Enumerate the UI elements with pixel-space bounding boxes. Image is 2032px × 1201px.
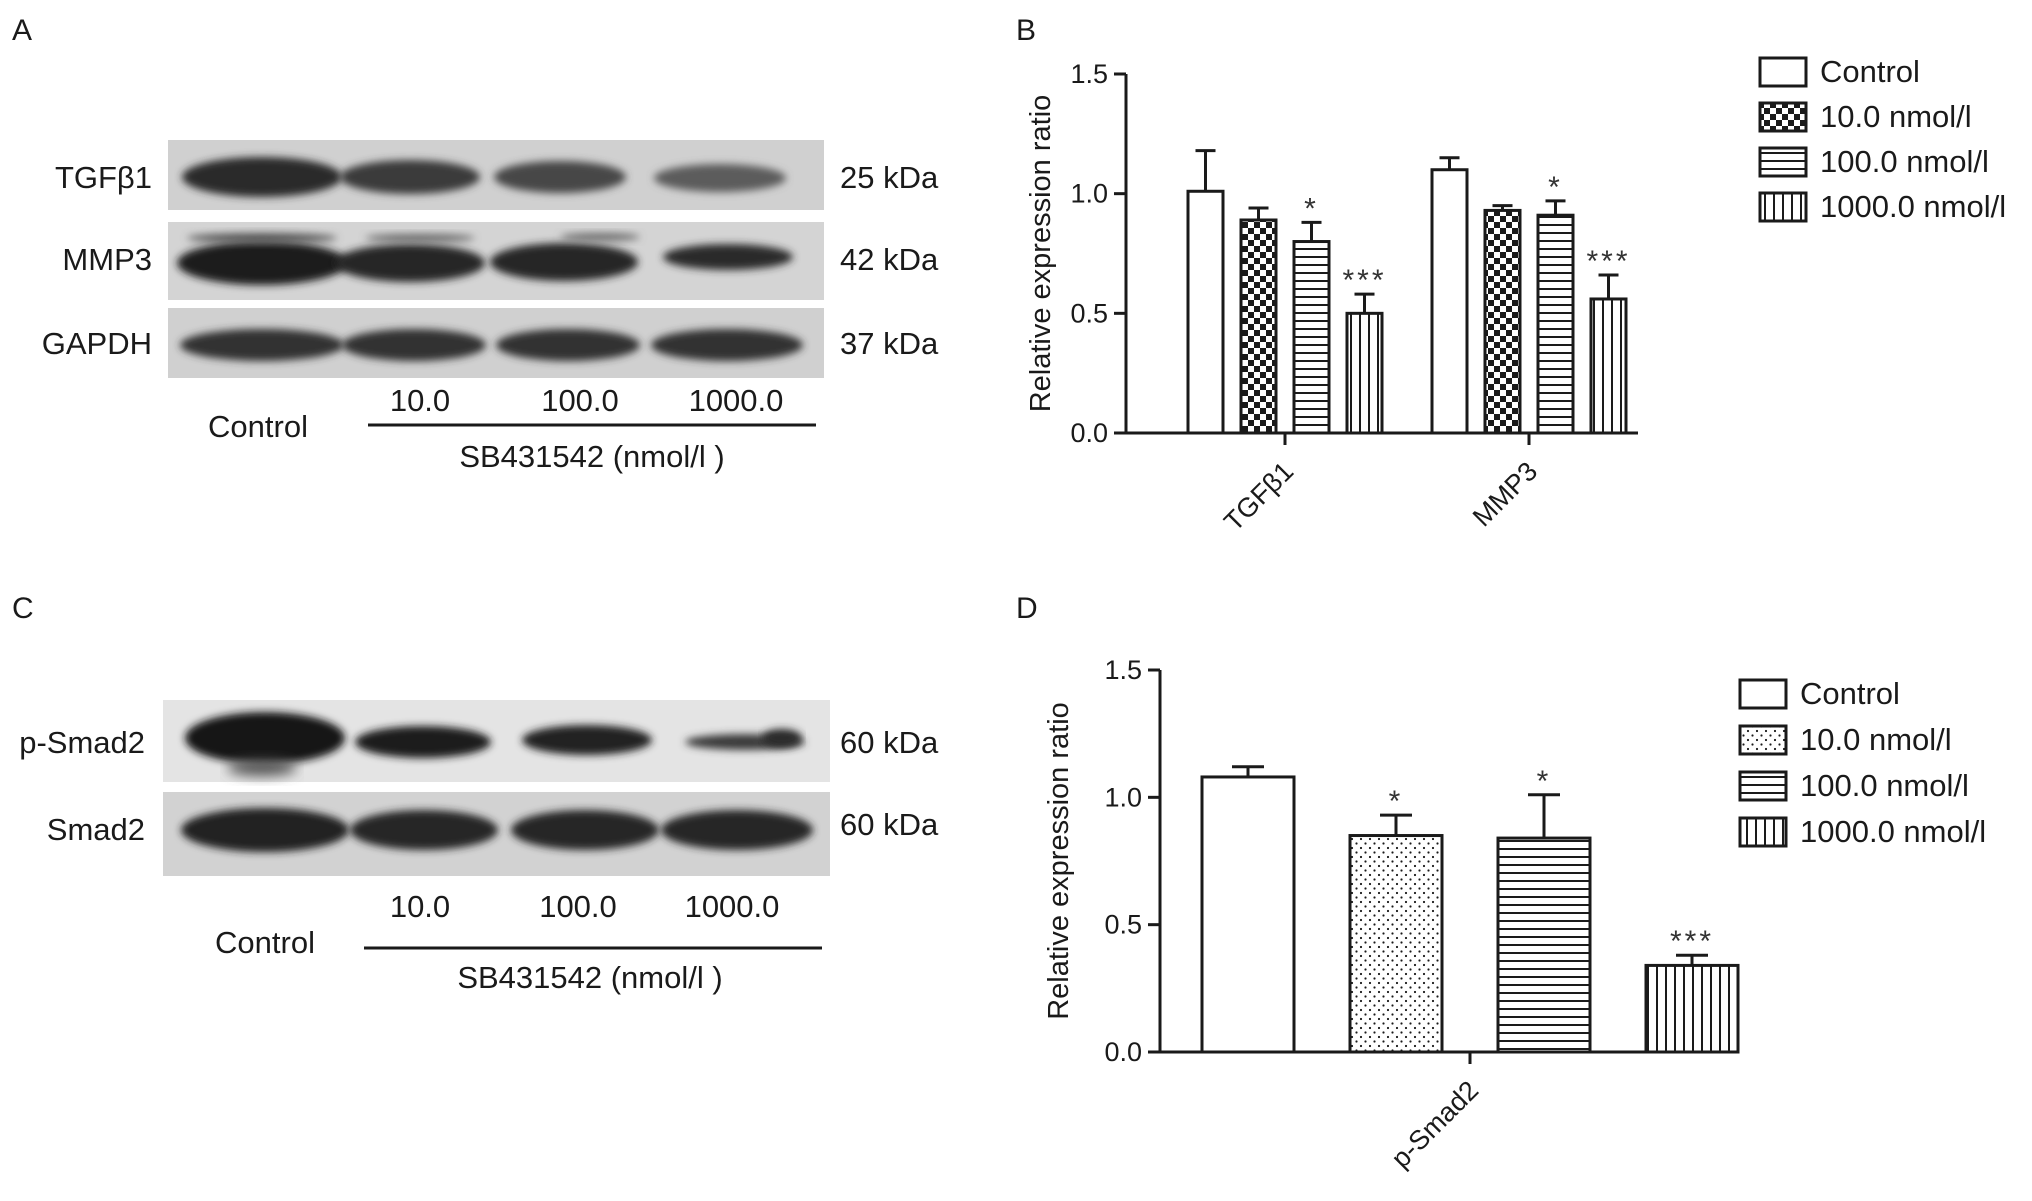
blot-strip-mmp3 [168, 222, 824, 300]
panel-letter-d: D [1016, 592, 1038, 625]
legend-label: Control [1820, 54, 1920, 89]
legend-swatch [1758, 101, 1808, 133]
control-label: Control [215, 925, 315, 960]
bar [1644, 963, 1740, 1054]
y-tick-label: 0.0 [1104, 1037, 1142, 1067]
legend-swatch [1738, 770, 1788, 802]
legend-label: Control [1800, 676, 1900, 711]
y-tick-label: 0.5 [1070, 298, 1108, 328]
legend-label: 100.0 nmol/l [1800, 768, 1969, 803]
kda-label: 25 kDa [840, 160, 939, 195]
panel-letter-c: C [12, 592, 34, 625]
panel-letter-b: B [1016, 14, 1036, 47]
treatment-label: SB431542 (nmol/l ) [457, 960, 722, 995]
bar [1483, 208, 1522, 435]
panel-c: C p-Smad2 Smad2 60 kDa 60 kDa 10.0 100.0… [12, 592, 939, 995]
legend-label: 1000.0 nmol/l [1800, 814, 1986, 849]
bar [1496, 836, 1592, 1054]
bar [1536, 213, 1575, 435]
y-tick-label: 1.5 [1104, 655, 1142, 685]
bar [1345, 311, 1384, 435]
y-axis-title: Relative expression ratio [1043, 702, 1075, 1020]
blot-row-label: p-Smad2 [19, 725, 145, 760]
x-tick-label: TGFβ1 [1218, 456, 1299, 537]
legend-label: 10.0 nmol/l [1820, 99, 1972, 134]
treatment-label: SB431542 (nmol/l ) [459, 439, 724, 474]
dose-label: 1000.0 [685, 889, 780, 924]
kda-label: 60 kDa [840, 725, 939, 760]
kda-label: 37 kDa [840, 326, 939, 361]
bar [1589, 297, 1628, 435]
bar [1239, 218, 1278, 435]
legend-swatch [1738, 678, 1788, 710]
significance-marker: * [1548, 171, 1563, 204]
panel-a: A TGFβ1 MMP3 GAPDH [12, 14, 939, 474]
bar [1186, 189, 1225, 435]
y-tick-label: 0.5 [1104, 910, 1142, 940]
x-tick-label: MMP3 [1467, 456, 1543, 532]
significance-marker: * [1537, 765, 1552, 798]
legend-label: 10.0 nmol/l [1800, 722, 1952, 757]
significance-marker: *** [1342, 264, 1386, 297]
y-tick-label: 1.0 [1104, 782, 1142, 812]
bar [1430, 168, 1469, 435]
legend-swatch [1738, 724, 1788, 756]
legend-label: 1000.0 nmol/l [1820, 189, 2006, 224]
legend-swatch [1758, 191, 1808, 223]
blot-strip-p-smad2 [163, 700, 830, 782]
y-tick-label: 0.0 [1070, 418, 1108, 448]
panel-letter-a: A [12, 14, 32, 47]
kda-label: 42 kDa [840, 242, 939, 277]
dose-label: 100.0 [541, 383, 619, 418]
y-tick-label: 1.5 [1070, 59, 1108, 89]
bar [1292, 240, 1331, 435]
significance-marker: * [1304, 192, 1319, 225]
legend-swatch [1758, 146, 1808, 178]
x-tick-label: p-Smad2 [1386, 1075, 1485, 1174]
dose-label: 1000.0 [689, 383, 784, 418]
blot-row-label: Smad2 [47, 812, 145, 847]
blot-strip-smad2 [163, 792, 830, 876]
legend-swatch [1758, 56, 1808, 88]
dose-label: 10.0 [390, 889, 450, 924]
bar [1348, 834, 1444, 1054]
significance-marker: *** [1586, 245, 1630, 278]
significance-marker: *** [1670, 925, 1714, 958]
blot-row-label: MMP3 [62, 242, 152, 277]
significance-marker: * [1389, 785, 1404, 818]
kda-label: 60 kDa [840, 807, 939, 842]
legend-swatch [1738, 816, 1788, 848]
dose-label: 100.0 [539, 889, 617, 924]
blot-strip-gapdh [168, 308, 824, 378]
bar [1200, 775, 1296, 1054]
dose-label: 10.0 [390, 383, 450, 418]
blot-strip-tgfb1 [168, 140, 824, 210]
blot-row-label: GAPDH [42, 326, 152, 361]
blot-row-label: TGFβ1 [55, 160, 152, 195]
legend-label: 100.0 nmol/l [1820, 144, 1989, 179]
y-tick-label: 1.0 [1070, 179, 1108, 209]
control-label: Control [208, 409, 308, 444]
y-axis-title: Relative expression ratio [1025, 95, 1057, 413]
